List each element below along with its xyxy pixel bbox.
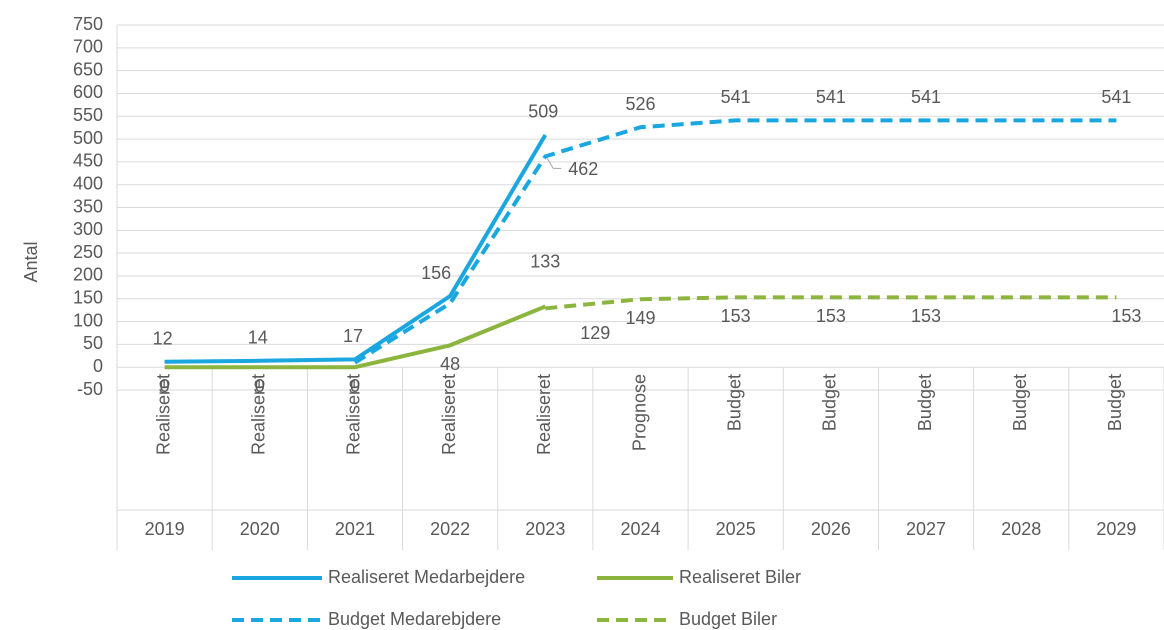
legend-label: Budget Biler	[679, 609, 777, 629]
y-tick-label: -50	[77, 379, 103, 399]
series-line	[164, 304, 547, 370]
legend-label: Budget Medarebjdere	[328, 609, 501, 629]
series-line	[353, 118, 1117, 365]
x-tick-label: 2029	[1096, 519, 1136, 539]
data-label: 133	[530, 251, 560, 271]
data-label: 153	[721, 306, 751, 326]
y-tick-label: 750	[73, 14, 103, 34]
data-label: 48	[440, 354, 460, 374]
y-tick-label: 200	[73, 265, 103, 285]
x-subcategory-label: Realiseret	[439, 374, 459, 455]
data-label: 153	[1111, 306, 1141, 326]
y-tick-label: 100	[73, 310, 103, 330]
data-label: 156	[421, 263, 451, 283]
y-axis-label: Antal	[21, 241, 41, 282]
data-label: 526	[625, 94, 655, 114]
y-tick-label: 400	[73, 173, 103, 193]
data-label: 509	[528, 102, 558, 122]
y-tick-label: 500	[73, 128, 103, 148]
data-label: 541	[721, 87, 751, 107]
x-subcategory-label: Realiseret	[344, 374, 364, 455]
data-label: 541	[816, 87, 846, 107]
data-label: 153	[816, 306, 846, 326]
x-subcategory-label: Realiseret	[153, 374, 173, 455]
x-tick-label: 2026	[811, 519, 851, 539]
x-tick-label: 2028	[1001, 519, 1041, 539]
data-label: 0	[350, 376, 360, 396]
y-tick-label: 50	[83, 333, 103, 353]
y-tick-label: 300	[73, 219, 103, 239]
data-label: 153	[911, 306, 941, 326]
data-label: 541	[911, 87, 941, 107]
x-subcategory-label: Budget	[1105, 374, 1125, 431]
x-tick-label: 2024	[620, 519, 660, 539]
data-label: 17	[343, 326, 363, 346]
y-tick-label: 250	[73, 242, 103, 262]
data-label: 0	[255, 376, 265, 396]
x-tick-label: 2027	[906, 519, 946, 539]
y-tick-label: 600	[73, 82, 103, 102]
x-subcategory-label: Realiseret	[249, 374, 269, 455]
y-tick-label: 0	[93, 356, 103, 376]
x-subcategory-label: Realiseret	[534, 374, 554, 455]
x-subcategory-label: Budget	[724, 374, 744, 431]
leader-line	[546, 158, 562, 169]
x-subcategory-label: Budget	[820, 374, 840, 431]
y-tick-label: 150	[73, 288, 103, 308]
data-label: 129	[580, 323, 610, 343]
data-label: 462	[568, 159, 598, 179]
series-line	[545, 295, 1117, 311]
data-label: 12	[153, 328, 173, 348]
x-tick-label: 2022	[430, 519, 470, 539]
legend-label: Realiseret Biler	[679, 567, 801, 587]
y-tick-label: 700	[73, 37, 103, 57]
data-label: 14	[248, 328, 268, 348]
x-subcategory-label: Budget	[1010, 374, 1030, 431]
x-tick-label: 2021	[335, 519, 375, 539]
x-subcategory-label: Prognose	[629, 374, 649, 451]
y-tick-label: 350	[73, 196, 103, 216]
y-tick-label: 650	[73, 59, 103, 79]
x-tick-label: 2019	[145, 519, 185, 539]
legend-label: Realiseret Medarbejdere	[328, 567, 525, 587]
x-tick-label: 2020	[240, 519, 280, 539]
data-label: 541	[1101, 87, 1131, 107]
data-label: 149	[625, 308, 655, 328]
x-subcategory-label: Budget	[915, 374, 935, 431]
y-tick-label: 450	[73, 151, 103, 171]
x-tick-label: 2023	[525, 519, 565, 539]
data-label: 0	[160, 376, 170, 396]
series-line	[164, 133, 548, 364]
x-tick-label: 2025	[716, 519, 756, 539]
y-tick-label: 550	[73, 105, 103, 125]
